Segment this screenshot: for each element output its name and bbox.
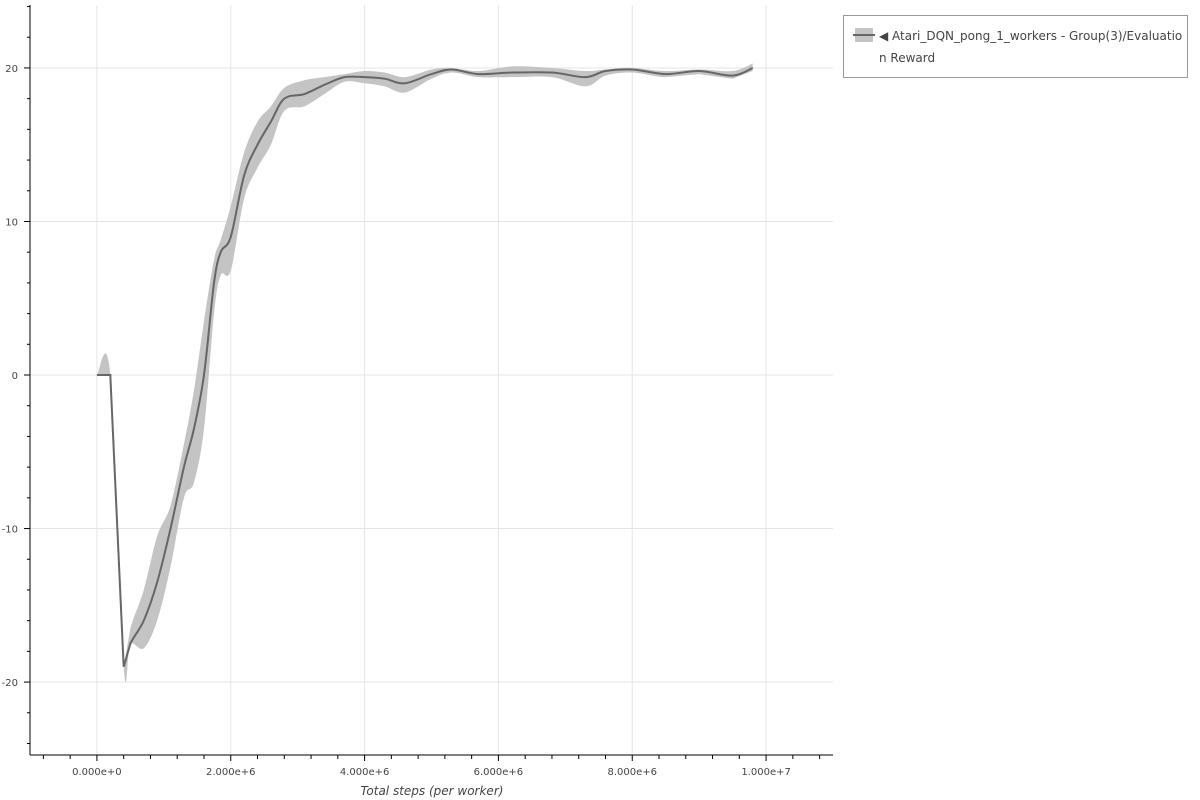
legend-swatch-icon bbox=[853, 28, 875, 42]
x-tick-label: 8.000e+6 bbox=[607, 767, 657, 778]
x-tick-label: 2.000e+6 bbox=[206, 767, 256, 778]
y-tick-label: 0 bbox=[12, 371, 18, 382]
grid bbox=[30, 5, 833, 755]
legend[interactable]: ◀ Atari_DQN_pong_1_workers - Group(3)/Ev… bbox=[843, 15, 1188, 78]
legend-label: ◀ Atari_DQN_pong_1_workers - Group(3)/Ev… bbox=[879, 29, 1183, 65]
x-tick-label: 4.000e+6 bbox=[340, 767, 390, 778]
x-tick-label: 6.000e+6 bbox=[474, 767, 524, 778]
axes: 0.000e+0 2.000e+6 4.000e+6 6.000e+6 8.000e+6… bbox=[2, 5, 833, 778]
series-band bbox=[96, 63, 753, 683]
y-tick-label: 10 bbox=[5, 217, 18, 228]
y-tick-label: -20 bbox=[2, 678, 18, 689]
x-tick-label: 1.000e+7 bbox=[741, 767, 791, 778]
series-line bbox=[96, 67, 754, 667]
y-tick-label: 20 bbox=[5, 64, 18, 75]
y-tick-label: -10 bbox=[2, 525, 18, 536]
x-tick-label: 0.000e+0 bbox=[72, 767, 122, 778]
x-axis-label: Total steps (per worker) bbox=[361, 784, 504, 798]
